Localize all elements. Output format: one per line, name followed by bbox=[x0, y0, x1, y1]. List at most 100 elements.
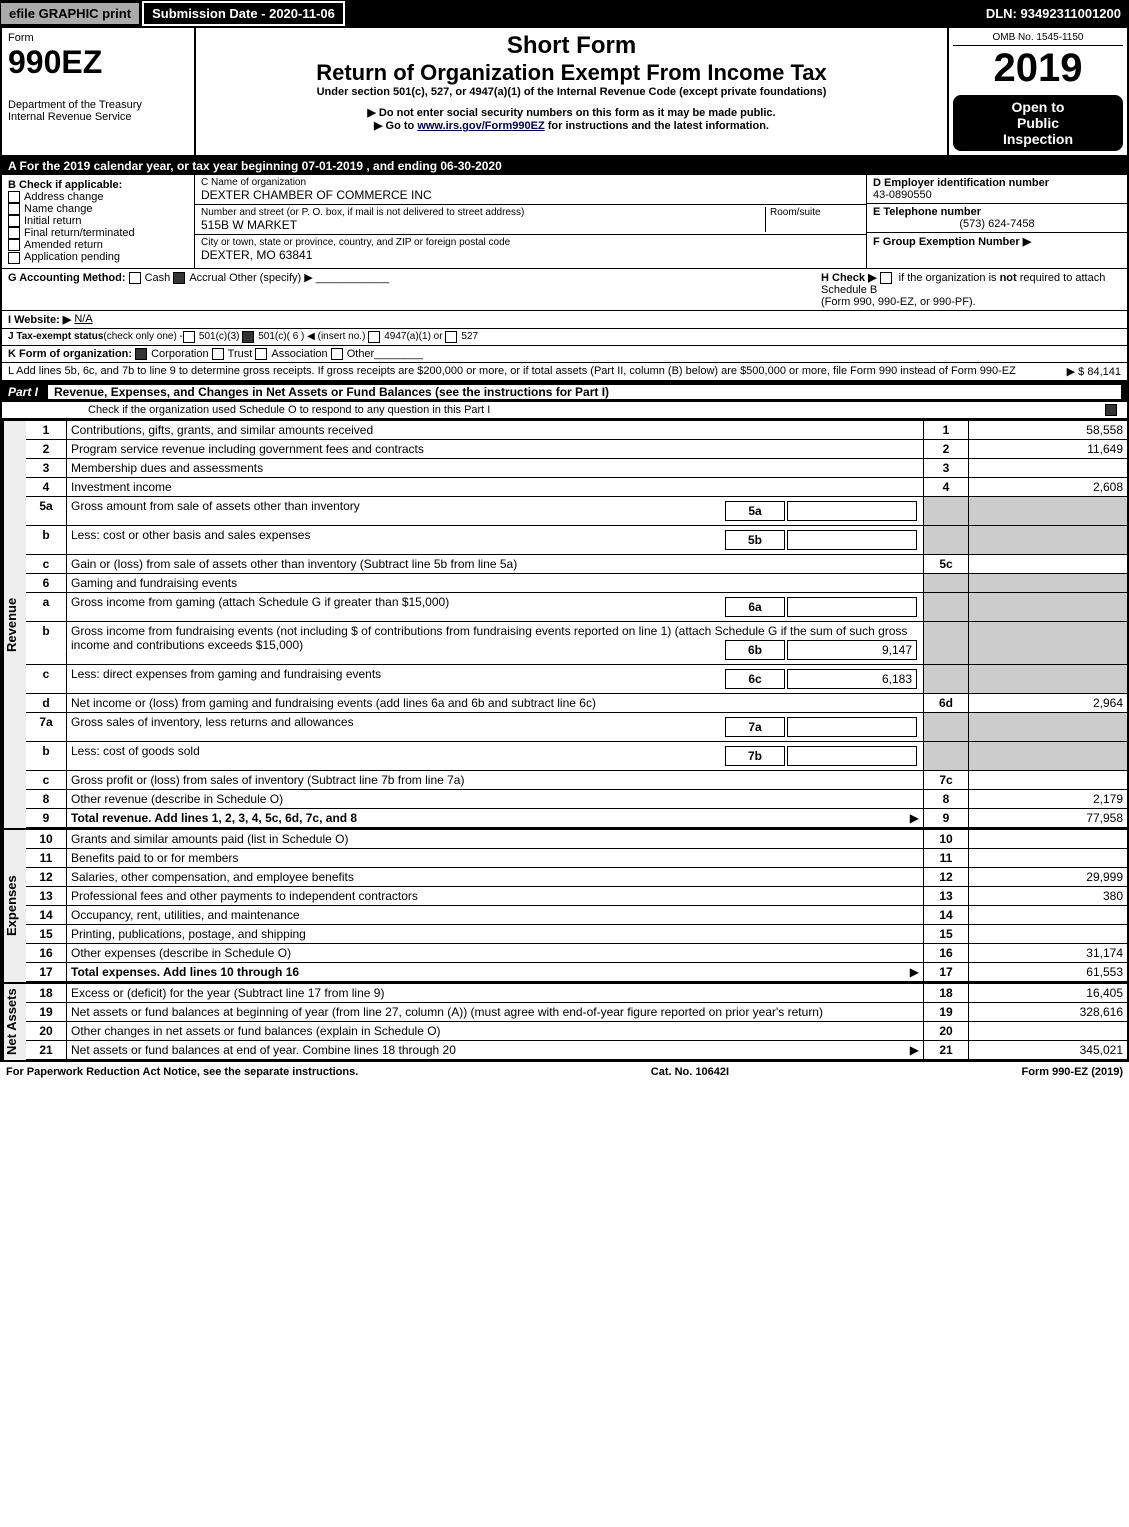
part1-check: Check if the organization used Schedule … bbox=[2, 402, 1127, 419]
page-footer: For Paperwork Reduction Act Notice, see … bbox=[0, 1062, 1129, 1082]
org-name: DEXTER CHAMBER OF COMMERCE INC bbox=[201, 188, 860, 202]
j-sub: (check only one) - bbox=[103, 331, 182, 343]
line8-amt: 2,179 bbox=[969, 789, 1128, 808]
line7c-amt bbox=[969, 770, 1128, 789]
chk-h[interactable] bbox=[880, 272, 892, 284]
goto-pre: ▶ Go to bbox=[374, 120, 417, 132]
phone-value: (573) 624-7458 bbox=[873, 218, 1121, 230]
row-l: L Add lines 5b, 6c, and 7b to line 9 to … bbox=[2, 363, 1127, 382]
h-t3: (Form 990, 990-EZ, or 990-PF). bbox=[821, 296, 976, 308]
line5a-sub bbox=[787, 501, 917, 521]
line6d-amt: 2,964 bbox=[969, 693, 1128, 712]
omb-label: OMB No. 1545-1150 bbox=[953, 32, 1123, 46]
expenses-section: Expenses 10Grants and similar amounts pa… bbox=[2, 828, 1127, 982]
line7b-text: Less: cost of goods sold bbox=[71, 744, 200, 758]
line5b-text: Less: cost or other basis and sales expe… bbox=[71, 528, 310, 542]
i-label: I Website: ▶ bbox=[8, 313, 71, 326]
line3-amt bbox=[969, 458, 1128, 477]
box-b: B Check if applicable: Address change Na… bbox=[2, 175, 195, 268]
line14-text: Occupancy, rent, utilities, and maintena… bbox=[67, 905, 924, 924]
line11-amt bbox=[969, 848, 1128, 867]
j-o1: 501(c)(3) bbox=[199, 331, 240, 343]
line10-amt bbox=[969, 830, 1128, 849]
chk-cash[interactable] bbox=[129, 272, 141, 284]
chk-501c[interactable] bbox=[242, 331, 254, 343]
top-bar: efile GRAPHIC print Submission Date - 20… bbox=[0, 0, 1129, 26]
l-amount: ▶ $ 84,141 bbox=[1059, 365, 1121, 378]
ein-value: 43-0890550 bbox=[873, 189, 1121, 201]
chk-corp[interactable] bbox=[135, 348, 147, 360]
chk-527[interactable] bbox=[445, 331, 457, 343]
dln-label: DLN: 93492311001200 bbox=[986, 6, 1129, 21]
tax-year: 2019 bbox=[953, 46, 1123, 91]
line21-arrow: ▶ bbox=[910, 1043, 919, 1057]
chk-accrual[interactable] bbox=[173, 272, 185, 284]
footer-right: Form 990-EZ (2019) bbox=[1022, 1066, 1123, 1078]
chk-trust[interactable] bbox=[212, 348, 224, 360]
subtitle-goto: ▶ Go to www.irs.gov/Form990EZ for instru… bbox=[204, 119, 939, 132]
line5a-text: Gross amount from sale of assets other t… bbox=[71, 499, 360, 513]
line19-text: Net assets or fund balances at beginning… bbox=[67, 1002, 924, 1021]
netassets-side-label: Net Assets bbox=[2, 984, 26, 1060]
box-def: D Employer identification number 43-0890… bbox=[866, 175, 1127, 268]
title-return: Return of Organization Exempt From Incom… bbox=[204, 60, 939, 86]
chk-4947[interactable] bbox=[368, 331, 380, 343]
row-j: J Tax-exempt status (check only one) - 5… bbox=[2, 329, 1127, 346]
h-t1: if the organization is bbox=[899, 272, 1000, 284]
line9-amt: 77,958 bbox=[969, 808, 1128, 827]
chk-other-org[interactable] bbox=[331, 348, 343, 360]
part1-label: Part I bbox=[8, 385, 48, 399]
line6b-sub: 9,147 bbox=[787, 640, 917, 660]
line9-arrow: ▶ bbox=[910, 811, 919, 825]
chk-name[interactable] bbox=[8, 203, 20, 215]
subtitle-section: Under section 501(c), 527, or 4947(a)(1)… bbox=[204, 86, 939, 98]
netassets-section: Net Assets 18Excess or (deficit) for the… bbox=[2, 982, 1127, 1060]
chk-final[interactable] bbox=[8, 227, 20, 239]
d-label: D Employer identification number bbox=[873, 177, 1121, 189]
footer-mid: Cat. No. 10642I bbox=[358, 1066, 1021, 1078]
f-label: F Group Exemption Number ▶ bbox=[873, 236, 1031, 248]
chk-501c3[interactable] bbox=[183, 331, 195, 343]
room-label: Room/suite bbox=[765, 207, 860, 232]
k-o1: Corporation bbox=[151, 348, 208, 360]
chk-pending[interactable] bbox=[8, 252, 20, 264]
line3-text: Membership dues and assessments bbox=[67, 458, 924, 477]
line7b-sub bbox=[787, 746, 917, 766]
irs-link[interactable]: www.irs.gov/Form990EZ bbox=[417, 120, 544, 132]
line5c-text: Gain or (loss) from sale of assets other… bbox=[67, 554, 924, 573]
efile-print-button[interactable]: efile GRAPHIC print bbox=[0, 2, 140, 25]
insp3: Inspection bbox=[959, 131, 1117, 147]
k-label: K Form of organization: bbox=[8, 348, 132, 360]
insp2: Public bbox=[959, 115, 1117, 131]
box-c: C Name of organization DEXTER CHAMBER OF… bbox=[195, 175, 866, 268]
k-o3: Association bbox=[271, 348, 327, 360]
opt-pending: Application pending bbox=[24, 251, 120, 263]
chk-schedule-o[interactable] bbox=[1105, 404, 1117, 416]
e-label: E Telephone number bbox=[873, 206, 1121, 218]
expenses-table: 10Grants and similar amounts paid (list … bbox=[26, 830, 1127, 982]
chk-address[interactable] bbox=[8, 191, 20, 203]
line4-amt: 2,608 bbox=[969, 477, 1128, 496]
insp1: Open to bbox=[959, 99, 1117, 115]
chk-assoc[interactable] bbox=[255, 348, 267, 360]
form-number: 990EZ bbox=[8, 44, 188, 81]
line7c-text: Gross profit or (loss) from sales of inv… bbox=[67, 770, 924, 789]
org-addr: 515B W MARKET bbox=[201, 218, 765, 232]
row-k: K Form of organization: Corporation Trus… bbox=[2, 346, 1127, 363]
line18-amt: 16,405 bbox=[969, 984, 1128, 1003]
line9-text: Total revenue. Add lines 1, 2, 3, 4, 5c,… bbox=[71, 811, 357, 825]
line6c-text: Less: direct expenses from gaming and fu… bbox=[71, 667, 381, 681]
line5c-amt bbox=[969, 554, 1128, 573]
opt-name: Name change bbox=[24, 203, 93, 215]
line21-text: Net assets or fund balances at end of ye… bbox=[71, 1043, 456, 1057]
line13-text: Professional fees and other payments to … bbox=[67, 886, 924, 905]
c-city-label: City or town, state or province, country… bbox=[201, 237, 860, 248]
opt-address: Address change bbox=[24, 191, 104, 203]
k-o4: Other bbox=[347, 348, 375, 360]
goto-post: for instructions and the latest informat… bbox=[548, 120, 769, 132]
org-city: DEXTER, MO 63841 bbox=[201, 248, 860, 262]
chk-initial[interactable] bbox=[8, 215, 20, 227]
chk-amended[interactable] bbox=[8, 239, 20, 251]
g-other: Other (specify) ▶ bbox=[229, 272, 313, 284]
line11-text: Benefits paid to or for members bbox=[67, 848, 924, 867]
